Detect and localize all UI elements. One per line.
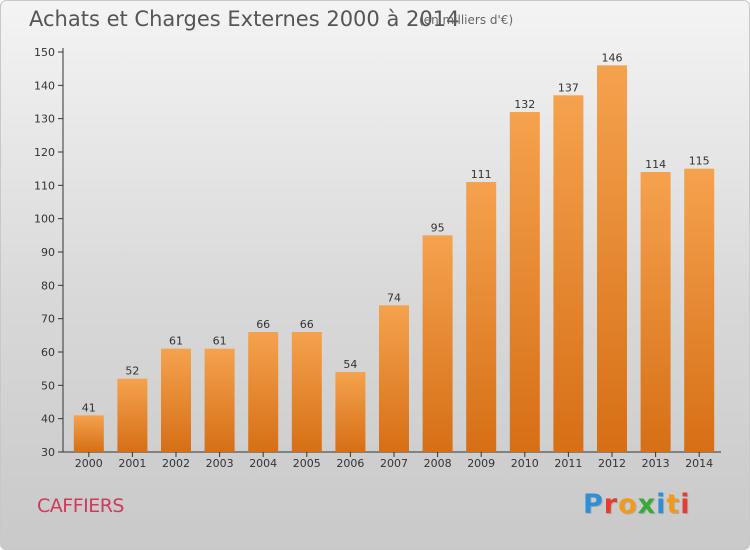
logo-letter: r (603, 489, 619, 520)
logo-letter: i (680, 489, 691, 520)
bar-2009 (466, 182, 497, 452)
x-tick-label-2005: 2005 (293, 457, 321, 470)
bar-value-label-2013: 114 (645, 158, 666, 171)
bar-value-label-2005: 66 (300, 318, 314, 331)
y-tick-label-80: 80 (41, 279, 55, 292)
bar-value-label-2009: 111 (471, 168, 492, 181)
bar-value-label-2002: 61 (169, 335, 183, 348)
bar-2010 (509, 112, 540, 452)
bar-2013 (640, 172, 671, 452)
x-tick-label-2004: 2004 (249, 457, 277, 470)
bar-2014 (684, 168, 715, 452)
bar-2007 (379, 305, 409, 452)
chart-title: Achats et Charges Externes 2000 à 2014 (29, 7, 460, 31)
y-tick-label-30: 30 (41, 446, 55, 459)
x-tick-label-2003: 2003 (206, 457, 234, 470)
bar-value-label-2001: 52 (125, 365, 139, 378)
logo-letter: t (666, 489, 681, 520)
y-tick-label-100: 100 (34, 213, 55, 226)
x-tick-label-2012: 2012 (598, 457, 626, 470)
bar-value-label-2014: 115 (689, 155, 710, 168)
x-tick-label-2013: 2013 (642, 457, 670, 470)
x-tick-label-2006: 2006 (336, 457, 364, 470)
bar-2011 (553, 95, 584, 452)
bar-2000 (73, 415, 104, 452)
y-tick-label-40: 40 (41, 413, 55, 426)
bar-2012 (597, 65, 627, 452)
x-tick-label-2009: 2009 (467, 457, 495, 470)
bar-value-label-2008: 95 (431, 221, 445, 234)
logo-letter: o (618, 489, 638, 520)
bar-value-label-2006: 54 (343, 358, 357, 371)
bar-2006 (335, 372, 366, 452)
y-tick-label-50: 50 (41, 379, 55, 392)
bar-value-label-2012: 146 (602, 51, 623, 64)
bar-2001 (117, 378, 148, 452)
bar-2002 (161, 348, 191, 452)
y-tick-label-110: 110 (34, 179, 55, 192)
y-tick-label-120: 120 (34, 146, 55, 159)
x-tick-label-2001: 2001 (118, 457, 146, 470)
logo-letter: P (583, 489, 604, 520)
bar-value-label-2010: 132 (514, 98, 535, 111)
x-tick-label-2014: 2014 (685, 457, 713, 470)
y-tick-label-140: 140 (34, 79, 55, 92)
logo-letter: i (656, 489, 667, 520)
x-tick-label-2007: 2007 (380, 457, 408, 470)
logo-letter: x (637, 489, 657, 520)
y-tick-label-70: 70 (41, 313, 55, 326)
y-tick-label-60: 60 (41, 346, 55, 359)
x-tick-label-2000: 2000 (75, 457, 103, 470)
x-tick-label-2002: 2002 (162, 457, 190, 470)
bar-value-label-2004: 66 (256, 318, 270, 331)
bar-value-label-2011: 137 (558, 81, 579, 94)
y-tick-label-150: 150 (34, 46, 55, 59)
commune-name: CAFFIERS (37, 495, 125, 517)
chart-unit: (en milliers d'€) (419, 13, 514, 27)
y-tick-label-90: 90 (41, 246, 55, 259)
y-tick-label-130: 130 (34, 113, 55, 126)
bar-2004 (248, 332, 279, 452)
proxiti-logo[interactable]: Proxiti (583, 489, 691, 520)
bar-value-label-2000: 41 (82, 401, 96, 414)
bar-value-label-2003: 61 (213, 335, 227, 348)
bar-2003 (204, 348, 235, 452)
bar-value-label-2007: 74 (387, 291, 401, 304)
bar-2008 (422, 235, 453, 452)
x-tick-label-2008: 2008 (424, 457, 452, 470)
x-tick-label-2010: 2010 (511, 457, 539, 470)
x-tick-label-2011: 2011 (554, 457, 582, 470)
bar-2005 (291, 332, 322, 452)
